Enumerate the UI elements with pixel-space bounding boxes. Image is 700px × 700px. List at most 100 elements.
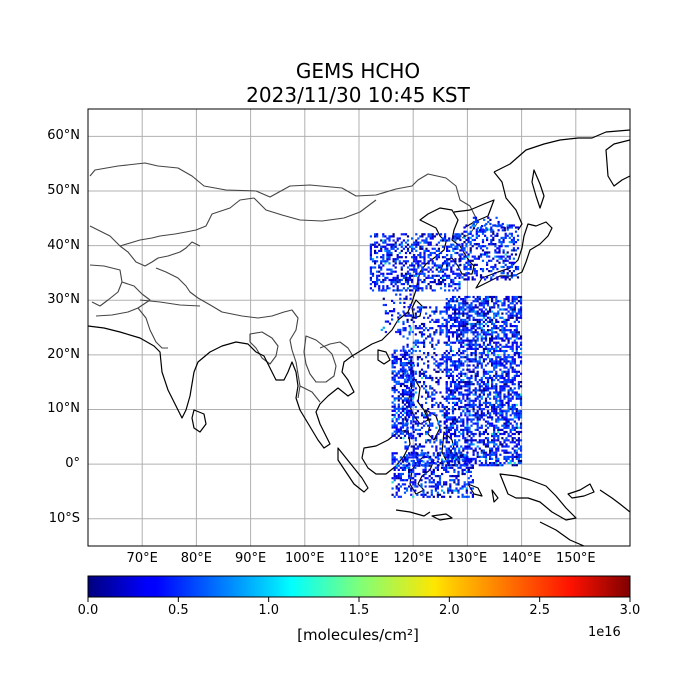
hcho-pixel [447, 456, 450, 459]
hcho-pixel [447, 339, 450, 342]
hcho-pixel [480, 381, 483, 384]
hcho-pixel [405, 411, 409, 414]
hcho-pixel [498, 241, 501, 244]
hcho-pixel [519, 395, 523, 398]
hcho-pixel [420, 459, 424, 463]
hcho-pixel [459, 452, 462, 455]
hcho-pixel [509, 312, 512, 315]
hcho-pixel [415, 272, 418, 275]
hcho-pixel [509, 331, 512, 334]
hcho-pixel [472, 368, 475, 371]
hcho-pixel [504, 276, 507, 279]
hcho-pixel [470, 339, 473, 342]
hcho-pixel [449, 483, 452, 486]
hcho-pixel [480, 354, 483, 357]
hcho-pixel [472, 318, 475, 321]
hcho-pixel [478, 435, 481, 438]
lat-tick-label: 40°N [47, 237, 80, 253]
hcho-pixel [513, 403, 516, 407]
hcho-pixel [484, 405, 488, 409]
hcho-pixel [490, 228, 493, 231]
hcho-pixel [384, 260, 387, 263]
hcho-pixel [422, 475, 425, 478]
hcho-pixel [393, 310, 396, 313]
hcho-pixel [486, 437, 490, 440]
hcho-pixel [459, 238, 462, 242]
hcho-pixel [369, 243, 372, 246]
hcho-pixel [489, 449, 492, 452]
hcho-pixel [519, 399, 523, 402]
hcho-pixel [474, 339, 477, 342]
hcho-pixel [483, 218, 486, 221]
hcho-pixel [423, 256, 426, 259]
hcho-pixel [395, 407, 398, 410]
hcho-pixel [408, 477, 411, 480]
hcho-pixel [493, 379, 496, 382]
hcho-pixel [415, 241, 418, 244]
hcho-pixel [499, 399, 502, 402]
hcho-pixel [393, 479, 396, 482]
hcho-pixel [410, 437, 413, 440]
hcho-pixel [415, 285, 418, 288]
hcho-pixel [495, 216, 498, 219]
hcho-pixel [431, 393, 434, 396]
hcho-pixel [412, 393, 415, 396]
hcho-pixel [519, 401, 523, 404]
hcho-pixel [418, 349, 421, 353]
hcho-pixel [397, 495, 400, 498]
hcho-pixel [476, 372, 479, 375]
hcho-pixel [391, 299, 394, 302]
hcho-pixel [491, 410, 494, 413]
hcho-pixel [445, 362, 448, 365]
hcho-pixel [433, 312, 436, 315]
hcho-pixel [474, 218, 478, 221]
hcho-pixel [505, 430, 508, 434]
hcho-pixel [467, 276, 470, 279]
hcho-pixel [404, 368, 407, 371]
hcho-pixel [401, 395, 404, 398]
hcho-pixel [510, 274, 513, 277]
hcho-pixel [452, 235, 455, 238]
hcho-pixel [460, 318, 463, 321]
hcho-pixel [413, 287, 416, 290]
hcho-pixel [460, 341, 463, 344]
hcho-pixel [412, 370, 415, 373]
hcho-pixel [506, 251, 509, 254]
hcho-pixel [404, 274, 408, 277]
hcho-pixel [503, 424, 506, 427]
hcho-pixel [492, 232, 495, 235]
hcho-pixel [503, 329, 506, 332]
hcho-pixel [493, 443, 496, 446]
hcho-pixel [460, 418, 463, 421]
hcho-pixel [416, 339, 419, 342]
hcho-pixel [410, 477, 413, 480]
hcho-pixel [401, 472, 404, 476]
hcho-pixel [460, 306, 463, 309]
hcho-pixel [394, 249, 397, 252]
hcho-pixel [486, 383, 490, 386]
hcho-pixel [443, 412, 446, 415]
hcho-pixel [397, 472, 400, 476]
hcho-pixel [462, 345, 465, 348]
hcho-pixel [464, 393, 467, 396]
hcho-pixel [380, 262, 383, 265]
hcho-pixel [425, 249, 428, 252]
hcho-pixel [470, 345, 473, 348]
hcho-pixel [390, 278, 393, 282]
hcho-pixel [395, 428, 398, 431]
hcho-pixel [484, 322, 488, 326]
hcho-pixel [478, 302, 481, 305]
hcho-pixel [507, 304, 510, 307]
hcho-pixel [472, 422, 475, 425]
hcho-pixel [462, 447, 465, 450]
hcho-pixel [439, 233, 443, 236]
hcho-pixel [388, 237, 391, 240]
hcho-pixel [459, 263, 462, 266]
hcho-pixel [413, 268, 416, 271]
hcho-pixel [439, 325, 442, 328]
hcho-pixel [414, 349, 417, 353]
hcho-pixel [499, 441, 502, 444]
hcho-pixel [458, 362, 461, 365]
hcho-pixel [399, 333, 402, 336]
hcho-pixel [462, 449, 465, 452]
